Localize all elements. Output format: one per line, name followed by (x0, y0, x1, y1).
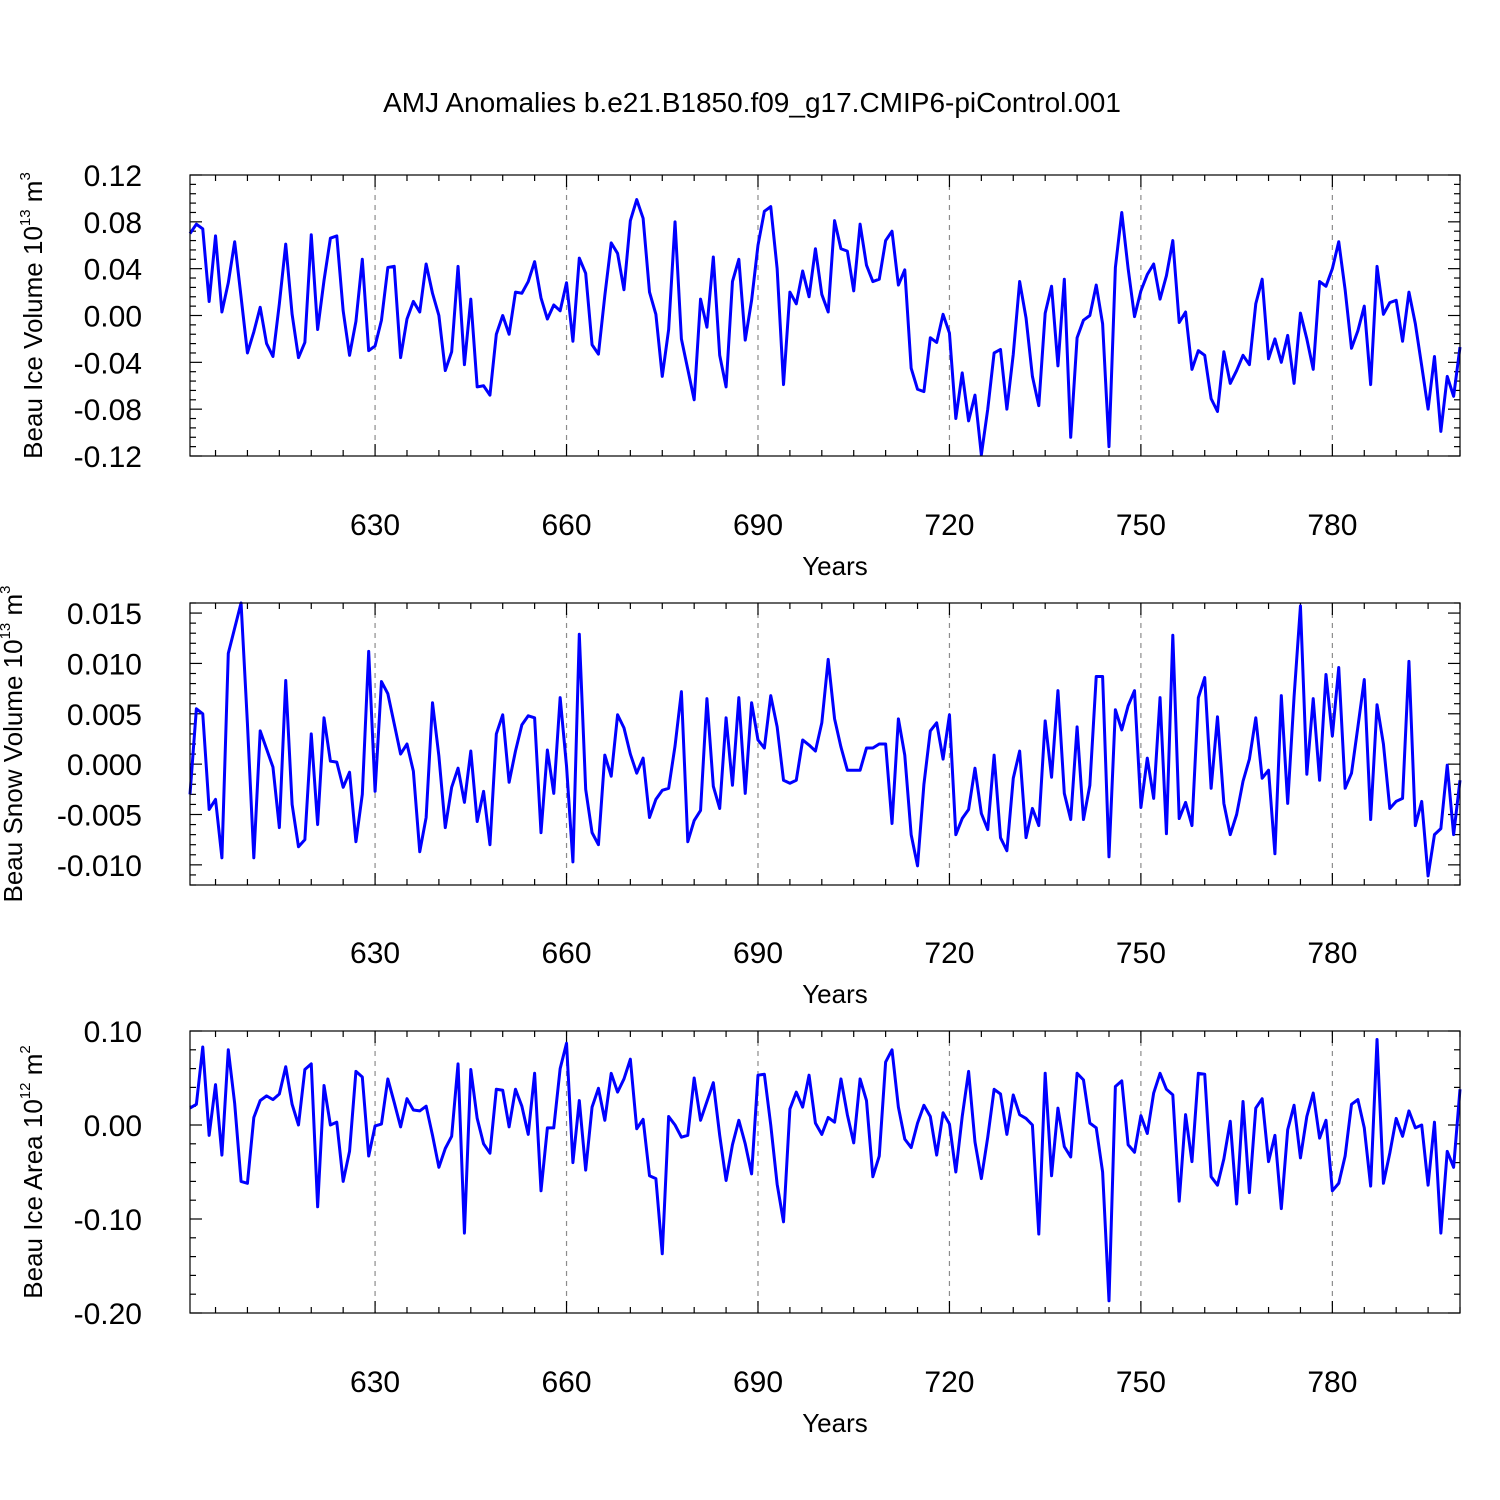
x-tick-label: 780 (1307, 509, 1357, 542)
panel-2: 630 660 690 720 750 780 -0.010 -0.005 0.000 0.005… (0, 586, 1462, 1009)
series-line-2 (188, 601, 1462, 878)
y-tick-label: -0.20 (74, 1298, 142, 1331)
x-tick-label: 750 (1116, 1366, 1166, 1399)
y-axis-label: Beau Ice Volume 1013 m3 (17, 172, 48, 459)
x-tick-label: 750 (1116, 937, 1166, 970)
y-tick-label: -0.08 (74, 394, 142, 427)
series-line-1 (188, 198, 1462, 457)
y-axis-label-exponent: 13 (17, 209, 34, 226)
y-tick-label: 0.000 (67, 749, 142, 782)
series-line-3 (189, 1037, 1462, 1303)
y-axis-label-text: Beau Ice Area 10 (18, 1099, 48, 1298)
x-tick-label: 720 (924, 1366, 974, 1399)
y-tick-label: 0.010 (67, 648, 142, 681)
x-tick-label: 660 (542, 1366, 592, 1399)
x-tick-label: 750 (1116, 509, 1166, 542)
y-axis-label-text: Beau Snow Volume 10 (0, 639, 28, 902)
x-tick-label: 690 (733, 1366, 783, 1399)
plot-frame (189, 1030, 1461, 1314)
x-tick-label: 630 (350, 1366, 400, 1399)
y-tick-label: 0.10 (84, 1016, 142, 1049)
x-axis-label: Years (802, 979, 868, 1009)
y-tick-label: 0.005 (67, 699, 142, 732)
x-tick-label: 720 (924, 937, 974, 970)
y-tick-label: -0.12 (74, 441, 142, 474)
x-tick-label: 660 (542, 509, 592, 542)
y-tick-label: 0.04 (84, 254, 142, 287)
x-tick-label: 690 (733, 937, 783, 970)
y-tick-label: -0.010 (57, 850, 142, 883)
y-tick-label: 0.08 (84, 207, 142, 240)
y-tick-label: 0.12 (84, 160, 142, 193)
y-tick-label: 0.015 (67, 598, 142, 631)
y-axis-label-unit-exponent: 2 (17, 1045, 34, 1053)
x-tick-label: 690 (733, 509, 783, 542)
x-axis-label: Years (802, 1408, 868, 1438)
x-axis-label: Years (802, 551, 868, 581)
y-axis-label-unit-exponent: 3 (17, 172, 34, 180)
figure-title: AMJ Anomalies b.e21.B1850.f09_g17.CMIP6-… (383, 87, 1121, 118)
y-tick-label: -0.005 (57, 800, 142, 833)
plot-frame (189, 174, 1461, 457)
y-tick-label: 0.00 (84, 1110, 142, 1143)
y-axis-label-text: Beau Ice Volume 10 (18, 226, 48, 459)
x-tick-label: 720 (924, 509, 974, 542)
y-tick-label: -0.10 (74, 1204, 142, 1237)
x-tick-label: 630 (350, 509, 400, 542)
y-axis-label-unit: m (0, 594, 28, 623)
y-axis-label-unit: m (18, 1054, 48, 1083)
y-axis-label-exponent: 13 (0, 623, 14, 640)
panel-1: 630 660 690 720 750 780 -0.12 -0.08 -0.04 0.00 0.0… (17, 160, 1462, 581)
y-axis-label-unit: m (18, 181, 48, 210)
x-tick-label: 780 (1307, 937, 1357, 970)
y-axis-label: Beau Ice Area 1012 m2 (17, 1045, 48, 1298)
y-axis-label-exponent: 12 (17, 1083, 34, 1100)
plot-frame (189, 602, 1461, 886)
y-axis-label-unit-exponent: 3 (0, 586, 14, 594)
panels: 630 660 690 720 750 780 -0.12 -0.08 -0.04 0.00 0.0… (0, 160, 1462, 1438)
panel-3: 630 660 690 720 750 780 -0.20 -0.10 0.00 0.10 Year… (17, 1016, 1462, 1438)
x-tick-label: 630 (350, 937, 400, 970)
y-tick-label: 0.00 (84, 301, 142, 334)
y-tick-label: -0.04 (74, 347, 142, 380)
x-tick-label: 780 (1307, 1366, 1357, 1399)
x-tick-label: 660 (542, 937, 592, 970)
y-axis-label: Beau Snow Volume 1013 m3 (0, 586, 28, 903)
